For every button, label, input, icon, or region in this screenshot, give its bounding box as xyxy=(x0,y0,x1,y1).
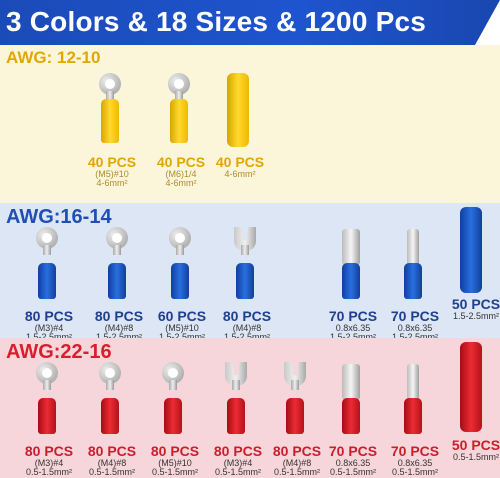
female-spade-icon xyxy=(318,362,388,444)
quantity-label: 80 PCS xyxy=(213,443,263,459)
section-label: AWG: 12-10 xyxy=(6,48,101,67)
size-label: 0.8x6.35 xyxy=(335,457,371,468)
terminal-item: 80 PCS (M4)#8 0.5-1.5mm² xyxy=(77,362,147,478)
wire-range-label: 1.5-2.5mm² xyxy=(84,332,154,342)
size-label: (M3)#4 xyxy=(34,322,64,333)
size-label: 0.8x6.35 xyxy=(335,322,371,333)
size-label: (M5)#10 xyxy=(158,457,192,468)
terminal-item: 50 PCS 1.5-2.5mm² xyxy=(434,207,500,321)
section-awg-16-14: AWG:16-14 80 PCS (M3)#4 1.5-2.5mm² 80 PC… xyxy=(0,203,500,342)
wire-range-label: 0.5-1.5mm² xyxy=(25,467,72,478)
wire-range-label: 0.5-1.5mm² xyxy=(391,467,438,478)
section-awg-12-10: AWG: 12-10 40 PCS (M5)#10 4-6mm² 40 PCS … xyxy=(0,45,500,203)
fork-terminal-icon xyxy=(262,362,332,444)
ring-terminal-icon xyxy=(147,227,217,309)
fork-terminal-icon xyxy=(203,362,273,444)
quantity-label: 70 PCS xyxy=(390,308,440,324)
terminal-item: 80 PCS (M3)#4 1.5-2.5mm² xyxy=(14,227,84,343)
terminal-item: 50 PCS 0.5-1.5mm² xyxy=(434,342,500,462)
ring-terminal-icon xyxy=(146,73,216,155)
page-title: 3 Colors & 18 Sizes & 1200 Pcs xyxy=(6,6,426,37)
size-label: 0.8x6.35 xyxy=(397,457,433,468)
terminal-item: 80 PCS (M5)#10 0.5-1.5mm² xyxy=(140,362,210,478)
wire-range-label: 1.5-2.5mm² xyxy=(14,332,84,342)
ring-terminal-icon xyxy=(84,227,154,309)
wire-range-label: 0.5-1.5mm² xyxy=(329,467,376,478)
terminal-item: 80 PCS (M3)#4 0.5-1.5mm² xyxy=(14,362,84,478)
terminal-item: 70 PCS 0.8x6.35 1.5-2.5mm² xyxy=(318,227,388,343)
size-label: (M4)#8 xyxy=(282,457,312,468)
terminal-item: 70 PCS 0.8x6.35 0.5-1.5mm² xyxy=(380,362,450,478)
quantity-label: 70 PCS xyxy=(328,443,378,459)
quantity-label: 50 PCS xyxy=(451,296,500,312)
quantity-label: 80 PCS xyxy=(24,308,74,324)
ring-terminal-icon xyxy=(77,73,147,155)
wire-range-label: 0.5-1.5mm² xyxy=(273,467,320,478)
terminal-item: 70 PCS 0.8x6.35 0.5-1.5mm² xyxy=(318,362,388,478)
butt-connector-icon xyxy=(434,342,500,438)
female-spade-icon xyxy=(318,227,388,309)
quantity-label: 70 PCS xyxy=(328,308,378,324)
quantity-label: 40 PCS xyxy=(87,154,137,170)
ring-terminal-icon xyxy=(14,362,84,444)
quantity-label: 60 PCS xyxy=(157,308,207,324)
size-label: (M4)#8 xyxy=(104,322,134,333)
quantity-label: 80 PCS xyxy=(24,443,74,459)
wire-range-label: 4-6mm² xyxy=(224,168,256,179)
fork-terminal-icon xyxy=(212,227,282,309)
quantity-label: 80 PCS xyxy=(94,308,144,324)
size-label: (M4)#8 xyxy=(232,322,262,333)
wire-range-label: 1.5-2.5mm² xyxy=(212,332,282,342)
quantity-label: 80 PCS xyxy=(222,308,272,324)
section-awg-22-16: AWG:22-16 80 PCS (M3)#4 0.5-1.5mm² 80 PC… xyxy=(0,338,500,478)
wire-range-label: 0.5-1.5mm² xyxy=(88,467,135,478)
terminal-item: 40 PCS 4-6mm² xyxy=(205,73,275,179)
title-banner xyxy=(0,0,500,45)
ring-terminal-icon xyxy=(14,227,84,309)
terminal-item: 70 PCS 0.8x6.35 1.5-2.5mm² xyxy=(380,227,450,343)
quantity-label: 80 PCS xyxy=(150,443,200,459)
butt-connector-icon xyxy=(434,207,500,297)
size-label: (M3)#4 xyxy=(223,457,253,468)
male-spade-icon xyxy=(380,227,450,309)
size-label: (M6)1/4 xyxy=(165,168,197,179)
ring-terminal-icon xyxy=(140,362,210,444)
terminal-item: 80 PCS (M3)#4 0.5-1.5mm² xyxy=(203,362,273,478)
wire-range-label: 1.5-2.5mm² xyxy=(452,310,499,321)
terminal-item: 80 PCS (M4)#8 1.5-2.5mm² xyxy=(84,227,154,343)
quantity-label: 80 PCS xyxy=(272,443,322,459)
size-label: (M5)#10 xyxy=(95,168,129,179)
section-label: AWG:16-14 xyxy=(6,206,112,228)
size-label: (M4)#8 xyxy=(97,457,127,468)
butt-connector-icon xyxy=(205,73,275,155)
quantity-label: 40 PCS xyxy=(215,154,265,170)
male-spade-icon xyxy=(380,362,450,444)
size-label: (M5)#10 xyxy=(165,322,199,333)
section-label: AWG:22-16 xyxy=(6,341,112,363)
size-label: 0.8x6.35 xyxy=(397,322,433,333)
wire-range-label: 0.5-1.5mm² xyxy=(214,467,261,478)
terminal-item: 80 PCS (M4)#8 1.5-2.5mm² xyxy=(212,227,282,343)
wire-range-label: 1.5-2.5mm² xyxy=(147,332,217,342)
terminal-item: 40 PCS (M6)1/4 4-6mm² xyxy=(146,73,216,189)
wire-range-label: 4-6mm² xyxy=(165,178,197,189)
wire-range-label: 0.5-1.5mm² xyxy=(151,467,198,478)
terminal-item: 40 PCS (M5)#10 4-6mm² xyxy=(77,73,147,189)
wire-range-label: 4-6mm² xyxy=(96,178,128,189)
quantity-label: 50 PCS xyxy=(451,437,500,453)
quantity-label: 80 PCS xyxy=(87,443,137,459)
quantity-label: 40 PCS xyxy=(156,154,206,170)
terminal-item: 60 PCS (M5)#10 1.5-2.5mm² xyxy=(147,227,217,343)
size-label: (M3)#4 xyxy=(34,457,64,468)
ring-terminal-icon xyxy=(77,362,147,444)
wire-range-label: 0.5-1.5mm² xyxy=(452,451,499,462)
wire-range-label: 1.5-2.5mm² xyxy=(318,332,388,342)
wire-range-label: 1.5-2.5mm² xyxy=(380,332,450,342)
quantity-label: 70 PCS xyxy=(390,443,440,459)
terminal-item: 80 PCS (M4)#8 0.5-1.5mm² xyxy=(262,362,332,478)
